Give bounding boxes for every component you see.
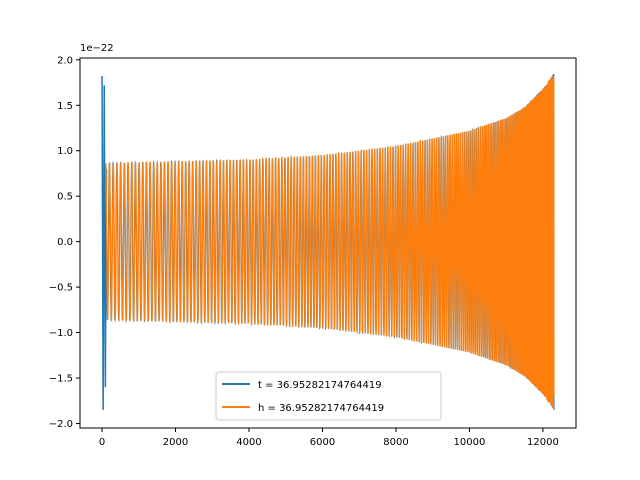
x-tick-label: 10000 — [454, 437, 486, 448]
legend: t = 36.95282174764419 h = 36.95282174764… — [215, 371, 442, 421]
x-tick-label: 6000 — [310, 437, 335, 448]
y-tick-label: 0.5 — [57, 192, 73, 203]
y-tick-label: −1.0 — [49, 328, 73, 339]
y-tick-label: 1.0 — [57, 146, 73, 157]
series-layer — [101, 74, 555, 410]
series-h-line — [105, 75, 555, 409]
y-tick-label: 2.0 — [57, 55, 73, 66]
y-tick-label: −2.0 — [49, 419, 73, 430]
x-tick-label: 0 — [99, 437, 105, 448]
plot-area — [79, 57, 577, 429]
y-axis: −2.0 −1.5 −1.0 −0.5 0.0 0.5 1.0 1.5 2.0 — [49, 55, 80, 430]
y-tick-label: −1.5 — [49, 374, 73, 385]
legend-label-h: h = 36.95282174764419 — [258, 403, 384, 414]
legend-box — [215, 371, 442, 421]
y-tick-label: 1.5 — [57, 101, 73, 112]
x-tick-label: 8000 — [383, 437, 408, 448]
legend-label-t: t = 36.95282174764419 — [258, 380, 382, 391]
axes-frame — [79, 57, 577, 429]
series-t-spike — [101, 76, 108, 410]
x-tick-label: 2000 — [163, 437, 188, 448]
y-tick-label: 0.0 — [57, 237, 73, 248]
x-tick-label: 12000 — [527, 437, 559, 448]
y-tick-label: −0.5 — [49, 283, 73, 294]
y-offset-text: 1e−22 — [80, 43, 114, 54]
x-axis: 0 2000 4000 6000 8000 10000 12000 — [99, 428, 559, 448]
x-tick-label: 4000 — [236, 437, 261, 448]
